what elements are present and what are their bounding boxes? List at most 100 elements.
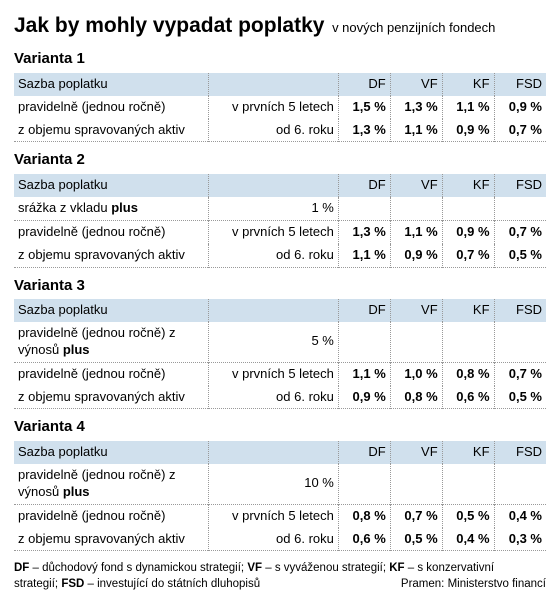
fee-cell: 0,7 % bbox=[494, 119, 546, 142]
column-header: VF bbox=[390, 73, 442, 96]
fee-cell: 0,8 % bbox=[442, 363, 494, 386]
header-label: Sazba poplatku bbox=[14, 299, 209, 322]
row-label: z objemu spravovaných aktiv bbox=[14, 119, 209, 142]
extra-label: pravidelně (jednou ročně) z výnosů plus bbox=[14, 464, 209, 504]
column-header: FSD bbox=[494, 299, 546, 322]
cell-empty bbox=[390, 322, 442, 362]
fee-cell: 0,6 % bbox=[338, 528, 390, 551]
fee-cell: 1,5 % bbox=[338, 96, 390, 119]
legend-line2a: strategií; bbox=[14, 578, 61, 590]
extra-value: 10 % bbox=[209, 464, 339, 504]
fee-table: Sazba poplatkuDFVFKFFSDpravidelně (jedno… bbox=[14, 73, 546, 143]
legend: DF – důchodový fond s dynamickou strateg… bbox=[14, 561, 546, 592]
row-label: z objemu spravovaných aktiv bbox=[14, 386, 209, 409]
row-note: v prvních 5 letech bbox=[209, 363, 339, 386]
legend-df-t: – důchodový fond s dynamickou strategií; bbox=[29, 562, 247, 574]
fee-cell: 1,1 % bbox=[442, 96, 494, 119]
extra-value: 5 % bbox=[209, 322, 339, 362]
column-header: FSD bbox=[494, 73, 546, 96]
column-header: FSD bbox=[494, 174, 546, 197]
legend-fsd-b: FSD bbox=[61, 578, 84, 590]
row-note: od 6. roku bbox=[209, 244, 339, 267]
variant-block: Varianta 2 Sazba poplatku DFVFKFFSD srážka … bbox=[14, 150, 546, 267]
column-header: KF bbox=[442, 174, 494, 197]
fee-cell: 0,5 % bbox=[494, 386, 546, 409]
fee-cell: 1,3 % bbox=[338, 221, 390, 244]
row-label: z objemu spravovaných aktiv bbox=[14, 528, 209, 551]
row-label: z objemu spravovaných aktiv bbox=[14, 244, 209, 267]
page-subtitle: v nových penzijních fondech bbox=[332, 20, 495, 35]
cell-empty bbox=[442, 464, 494, 504]
row-note: od 6. roku bbox=[209, 119, 339, 142]
header-label: Sazba poplatku bbox=[14, 73, 209, 96]
fee-cell: 0,4 % bbox=[494, 505, 546, 528]
column-header: KF bbox=[442, 73, 494, 96]
column-header: KF bbox=[442, 299, 494, 322]
cell-empty bbox=[442, 197, 494, 220]
row-note: od 6. roku bbox=[209, 528, 339, 551]
column-header: VF bbox=[390, 299, 442, 322]
variant-heading: Varianta 2 bbox=[14, 150, 546, 170]
column-header: KF bbox=[442, 441, 494, 464]
fee-cell: 0,7 % bbox=[442, 244, 494, 267]
fee-cell: 0,9 % bbox=[442, 221, 494, 244]
source: Pramen: Ministerstvo financí bbox=[401, 577, 546, 593]
header-label: Sazba poplatku bbox=[14, 174, 209, 197]
fee-table: Sazba poplatku DFVFKFFSD srážka z vkladu p… bbox=[14, 174, 546, 268]
fee-cell: 0,7 % bbox=[494, 221, 546, 244]
row-note: od 6. roku bbox=[209, 386, 339, 409]
cell-empty bbox=[338, 464, 390, 504]
fee-cell: 0,9 % bbox=[338, 386, 390, 409]
header-spacer bbox=[209, 299, 339, 322]
cell-empty bbox=[390, 197, 442, 220]
fee-table: Sazba poplatku DFVFKFFSD pravidelně (jedno… bbox=[14, 441, 546, 551]
column-header: VF bbox=[390, 174, 442, 197]
row-note: v prvních 5 letech bbox=[209, 96, 339, 119]
legend-vf-b: VF bbox=[247, 562, 262, 574]
column-header: DF bbox=[338, 174, 390, 197]
row-label: pravidelně (jednou ročně) bbox=[14, 505, 209, 528]
fee-cell: 1,1 % bbox=[338, 244, 390, 267]
column-header: DF bbox=[338, 299, 390, 322]
fee-cell: 1,1 % bbox=[390, 221, 442, 244]
variant-block: Varianta 4Sazba poplatkuDFVFKFFSDpravide… bbox=[14, 417, 546, 551]
fee-cell: 0,7 % bbox=[390, 505, 442, 528]
fee-cell: 1,0 % bbox=[390, 363, 442, 386]
cell-empty bbox=[494, 464, 546, 504]
row-note: v prvních 5 letech bbox=[209, 221, 339, 244]
column-header: DF bbox=[338, 441, 390, 464]
cell-empty bbox=[494, 322, 546, 362]
fee-cell: 1,3 % bbox=[338, 119, 390, 142]
variant-block: Varianta 1Sazba poplatkuDFVFKFFSDpravide… bbox=[14, 49, 546, 142]
fee-cell: 1,1 % bbox=[338, 363, 390, 386]
fee-cell: 0,9 % bbox=[390, 244, 442, 267]
header-spacer bbox=[209, 73, 339, 96]
row-note: v prvních 5 letech bbox=[209, 505, 339, 528]
legend-vf-t: – s vyváženou strategií; bbox=[262, 562, 389, 574]
cell-empty bbox=[390, 464, 442, 504]
fee-cell: 0,8 % bbox=[390, 386, 442, 409]
row-label: pravidelně (jednou ročně) bbox=[14, 221, 209, 244]
page-title: Jak by mohly vypadat poplatky bbox=[14, 14, 324, 37]
fee-cell: 0,5 % bbox=[442, 505, 494, 528]
extra-label: srážka z vkladu plus bbox=[14, 197, 209, 220]
fee-cell: 0,8 % bbox=[338, 505, 390, 528]
fee-cell: 0,9 % bbox=[442, 119, 494, 142]
fee-cell: 0,3 % bbox=[494, 528, 546, 551]
column-header: FSD bbox=[494, 441, 546, 464]
title-row: Jak by mohly vypadat poplatky v nových p… bbox=[14, 12, 546, 39]
cell-empty bbox=[338, 197, 390, 220]
fee-cell: 0,5 % bbox=[390, 528, 442, 551]
fee-cell: 1,1 % bbox=[390, 119, 442, 142]
row-label: pravidelně (jednou ročně) bbox=[14, 363, 209, 386]
fee-cell: 1,3 % bbox=[390, 96, 442, 119]
cell-empty bbox=[338, 322, 390, 362]
fee-cell: 0,9 % bbox=[494, 96, 546, 119]
fee-cell: 0,7 % bbox=[494, 363, 546, 386]
fee-cell: 0,4 % bbox=[442, 528, 494, 551]
extra-label: pravidelně (jednou ročně) z výnosů plus bbox=[14, 322, 209, 362]
header-label: Sazba poplatku bbox=[14, 441, 209, 464]
column-header: VF bbox=[390, 441, 442, 464]
legend-df-b: DF bbox=[14, 562, 29, 574]
extra-value: 1 % bbox=[209, 197, 339, 220]
